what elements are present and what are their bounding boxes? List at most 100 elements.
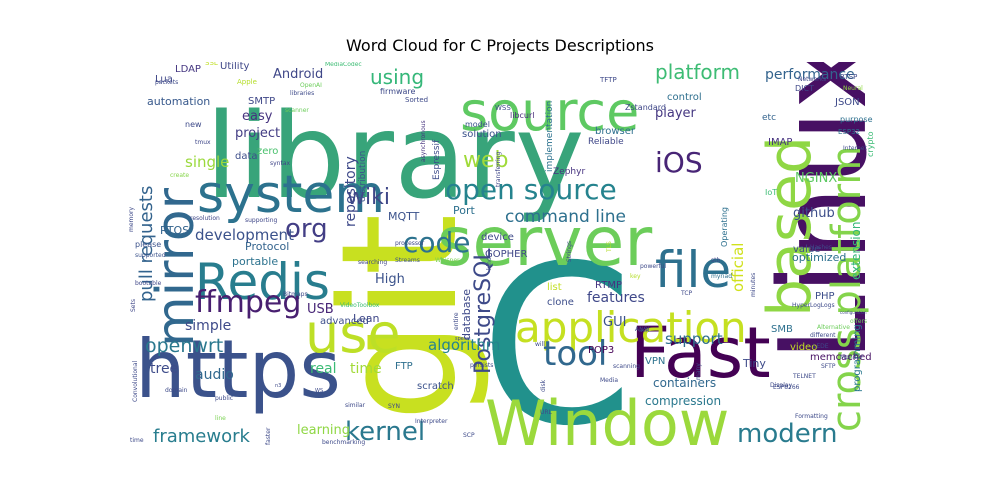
word-7: Window xyxy=(485,387,729,447)
word-104: firmware xyxy=(380,87,416,96)
word-134: supporting xyxy=(245,217,278,224)
word-144: Bitmaps xyxy=(283,291,308,298)
word-169: ANSI xyxy=(635,326,649,333)
word-139: bootable xyxy=(135,280,162,287)
word-60: compression xyxy=(645,394,721,408)
word-90: memcached xyxy=(810,352,872,363)
word-175: will xyxy=(535,341,545,348)
word-185: line xyxy=(215,415,226,422)
word-143: searching xyxy=(358,259,387,266)
word-118: Sorted xyxy=(405,96,428,104)
word-171: scanning xyxy=(613,363,640,370)
word-155: TCP xyxy=(680,290,693,297)
word-32: pull requests xyxy=(136,186,157,302)
word-24: org xyxy=(285,214,328,244)
word-45: audio xyxy=(195,367,234,383)
word-151: powerful xyxy=(640,263,666,270)
word-174: disk xyxy=(540,379,547,392)
word-145: VideoToolbox xyxy=(340,302,380,309)
word-138: memory xyxy=(128,206,135,232)
word-150: key xyxy=(630,273,641,280)
word-51: github xyxy=(793,206,835,221)
word-36: repository xyxy=(343,156,359,227)
word-72: SMTP xyxy=(248,96,275,107)
word-96: browser xyxy=(595,126,636,137)
word-23: iOS xyxy=(655,146,703,179)
word-110: IoT xyxy=(765,188,777,197)
word-48: project xyxy=(235,126,280,141)
word-168: many xyxy=(695,363,702,380)
word-31: platform xyxy=(655,62,740,84)
word-27: openwrt xyxy=(145,335,223,357)
word-68: automation xyxy=(147,95,210,108)
word-173: URL xyxy=(540,409,553,416)
word-158: offers xyxy=(850,318,867,325)
word-35: performance xyxy=(765,67,855,83)
word-77: IMAP xyxy=(768,137,792,148)
word-25: web xyxy=(463,148,509,173)
word-64: Port xyxy=(453,204,475,217)
word-44: time xyxy=(350,361,382,377)
word-141: Whisper xyxy=(435,257,460,264)
word-165: ESP8266 xyxy=(773,384,800,391)
word-187: benchmarking xyxy=(322,439,365,446)
word-33: command line xyxy=(505,207,626,227)
word-164: TELNET xyxy=(792,373,816,380)
word-40: single xyxy=(185,153,229,171)
word-3: Linux xyxy=(755,62,875,362)
word-29: wiki xyxy=(347,185,390,210)
word-156: HyperLogLogs xyxy=(792,302,835,309)
word-86: GOPHER xyxy=(485,249,527,260)
word-124: SSL xyxy=(205,62,218,67)
word-184: public xyxy=(215,395,233,402)
word-11: based xyxy=(755,136,825,317)
word-63: portable xyxy=(232,255,278,268)
word-59: containers xyxy=(653,376,716,390)
word-0: library xyxy=(205,87,585,225)
word-43: learning xyxy=(297,423,350,438)
word-133: asynchronous xyxy=(420,120,427,162)
word-130: create xyxy=(170,172,189,179)
word-65: Protocol xyxy=(245,240,289,253)
word-2: git xyxy=(306,213,493,422)
word-153: minutes xyxy=(750,273,757,297)
word-152: myriad xyxy=(711,273,732,280)
word-137: supported xyxy=(135,252,166,259)
word-54: USB xyxy=(307,302,334,317)
word-56: GUI xyxy=(603,315,626,330)
word-126: scanner xyxy=(285,107,309,114)
word-18: ffmpeg xyxy=(195,285,301,320)
word-57: extension xyxy=(849,222,863,281)
word-181: similar xyxy=(345,402,366,409)
word-109: crypto xyxy=(866,131,875,157)
word-93: list xyxy=(547,282,562,293)
word-16: cross platform xyxy=(824,146,870,432)
word-115: Internet xyxy=(843,145,867,152)
word-21: modern xyxy=(737,419,837,447)
word-10: mirror xyxy=(146,187,206,347)
word-13: use xyxy=(305,302,401,365)
word-87: RTMP xyxy=(595,280,622,291)
word-76: JSON xyxy=(834,97,860,108)
word-26: PostgreSQL xyxy=(471,248,496,374)
word-15: application xyxy=(515,303,747,352)
word-167: Formatting xyxy=(795,413,828,420)
word-154: Hashes xyxy=(810,244,832,251)
word-71: Utility xyxy=(220,62,249,72)
word-190: WS xyxy=(315,388,323,394)
word-140: Sets xyxy=(130,299,137,312)
word-129: syntax xyxy=(270,160,291,167)
word-162: Monitor xyxy=(840,354,863,361)
word-28: framework xyxy=(153,426,251,447)
word-20: kernel xyxy=(345,417,425,447)
word-105: libcurl xyxy=(510,111,535,120)
word-114: Neural xyxy=(843,85,863,92)
word-74: PHP xyxy=(815,291,835,302)
word-148: TLS xyxy=(606,241,613,253)
word-121: libraries xyxy=(290,90,314,97)
word-52: Android xyxy=(273,67,323,82)
word-49: easy xyxy=(242,109,273,124)
word-88: POP3 xyxy=(588,345,614,356)
word-50: player xyxy=(655,106,697,121)
